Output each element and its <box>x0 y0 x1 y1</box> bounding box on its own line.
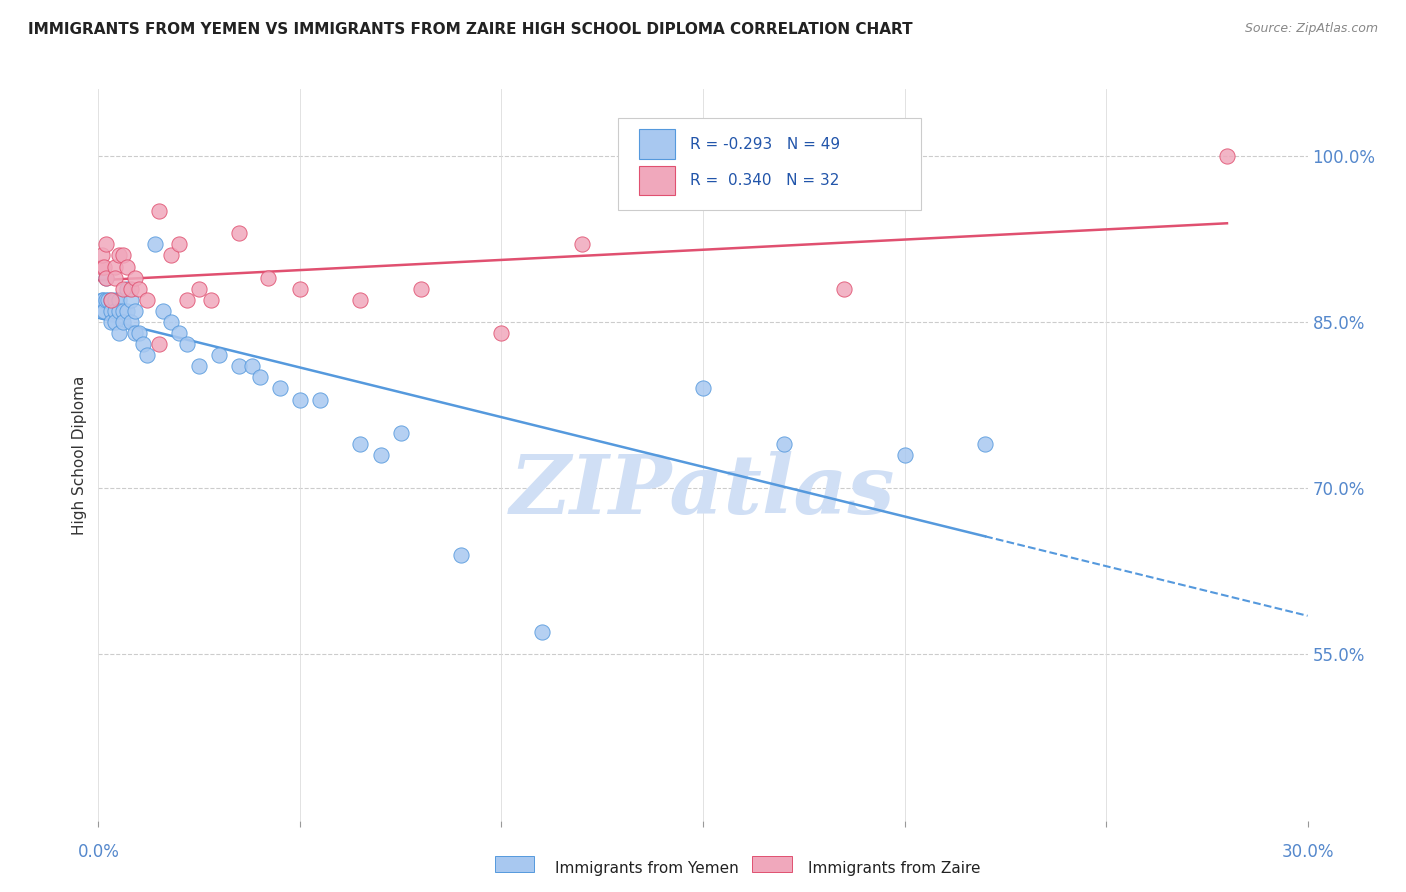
Point <box>143 237 166 252</box>
Point <box>103 260 125 274</box>
Point <box>103 315 125 329</box>
Point <box>450 548 472 562</box>
Point <box>135 348 157 362</box>
Point <box>120 293 142 307</box>
Point <box>111 315 134 329</box>
Point <box>692 381 714 395</box>
FancyBboxPatch shape <box>619 119 921 210</box>
Point <box>409 282 432 296</box>
Point <box>571 237 593 252</box>
Point <box>107 326 129 340</box>
Text: Source: ZipAtlas.com: Source: ZipAtlas.com <box>1244 22 1378 36</box>
Point <box>115 282 138 296</box>
Point <box>208 348 231 362</box>
Point <box>240 359 263 374</box>
Point <box>832 282 855 296</box>
Text: 30.0%: 30.0% <box>1281 843 1334 861</box>
Point <box>128 282 150 296</box>
Point <box>135 293 157 307</box>
Point <box>176 293 198 307</box>
Point <box>115 303 138 318</box>
Text: Immigrants from Yemen: Immigrants from Yemen <box>555 861 740 876</box>
Point <box>772 437 794 451</box>
Point <box>97 293 120 307</box>
Point <box>309 392 332 407</box>
Point <box>107 293 129 307</box>
Point <box>491 326 513 340</box>
Point <box>160 315 183 329</box>
Point <box>115 260 138 274</box>
Point <box>90 293 112 307</box>
Point <box>90 260 112 274</box>
Point <box>370 448 392 462</box>
Point <box>349 437 371 451</box>
Point <box>91 248 114 262</box>
Point <box>974 437 997 451</box>
Point <box>249 370 271 384</box>
Point <box>228 359 250 374</box>
FancyBboxPatch shape <box>752 856 792 872</box>
Point <box>228 227 250 241</box>
Point <box>176 337 198 351</box>
Point <box>124 270 146 285</box>
Point <box>188 359 211 374</box>
Point <box>93 260 115 274</box>
Point <box>111 248 134 262</box>
Point <box>103 270 125 285</box>
Text: R =  0.340   N = 32: R = 0.340 N = 32 <box>690 173 839 188</box>
Point <box>107 303 129 318</box>
Text: 0.0%: 0.0% <box>77 843 120 861</box>
Point <box>96 293 118 307</box>
Point <box>96 270 118 285</box>
Text: ZIPatlas: ZIPatlas <box>510 451 896 532</box>
Point <box>91 303 114 318</box>
Point <box>148 204 170 219</box>
Point <box>288 392 311 407</box>
Point <box>893 448 915 462</box>
Text: IMMIGRANTS FROM YEMEN VS IMMIGRANTS FROM ZAIRE HIGH SCHOOL DIPLOMA CORRELATION C: IMMIGRANTS FROM YEMEN VS IMMIGRANTS FROM… <box>28 22 912 37</box>
Point <box>100 303 122 318</box>
Point <box>167 237 190 252</box>
Point <box>128 326 150 340</box>
Y-axis label: High School Diploma: High School Diploma <box>72 376 87 534</box>
Point <box>100 315 122 329</box>
FancyBboxPatch shape <box>638 166 675 195</box>
FancyBboxPatch shape <box>495 856 534 872</box>
Point <box>111 303 134 318</box>
Point <box>91 293 114 307</box>
Text: Immigrants from Zaire: Immigrants from Zaire <box>808 861 981 876</box>
Point <box>103 303 125 318</box>
FancyBboxPatch shape <box>638 129 675 159</box>
Point <box>1216 149 1239 163</box>
Point <box>103 293 125 307</box>
Point <box>349 293 371 307</box>
Point <box>148 337 170 351</box>
Point <box>96 270 118 285</box>
Point <box>269 381 291 395</box>
Point <box>132 337 155 351</box>
Point <box>256 270 278 285</box>
Point <box>124 303 146 318</box>
Point <box>530 625 553 640</box>
Text: R = -0.293   N = 49: R = -0.293 N = 49 <box>690 136 839 152</box>
Point <box>93 303 115 318</box>
Point <box>111 282 134 296</box>
Point <box>160 248 183 262</box>
Point <box>107 248 129 262</box>
Point <box>124 326 146 340</box>
Point <box>288 282 311 296</box>
Point <box>120 282 142 296</box>
Point <box>389 425 412 440</box>
Point <box>100 293 122 307</box>
Point <box>120 315 142 329</box>
Point <box>100 293 122 307</box>
Point <box>152 303 174 318</box>
Point <box>167 326 190 340</box>
Point <box>188 282 211 296</box>
Point <box>96 237 118 252</box>
Point <box>200 293 222 307</box>
